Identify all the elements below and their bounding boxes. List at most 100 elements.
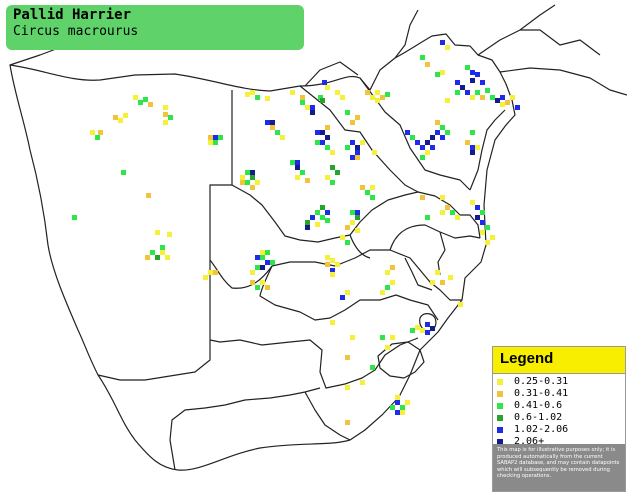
record-cell — [390, 335, 395, 340]
border — [437, 231, 446, 276]
record-cell — [410, 135, 415, 140]
border — [349, 191, 481, 239]
record-cell — [330, 150, 335, 155]
record-cell — [420, 328, 425, 333]
record-cell — [318, 95, 323, 100]
record-cell — [385, 345, 390, 350]
record-cell — [370, 95, 375, 100]
record-cell — [325, 135, 330, 140]
border — [209, 249, 462, 301]
record-cell — [495, 98, 500, 103]
record-cell — [325, 210, 330, 215]
record-cell — [390, 265, 395, 270]
record-cell — [420, 155, 425, 160]
record-cell — [340, 95, 345, 100]
record-cell — [250, 90, 255, 95]
record-cell — [405, 400, 410, 405]
border — [304, 391, 351, 441]
record-cell — [375, 98, 380, 103]
record-cell — [240, 175, 245, 180]
record-cell — [400, 405, 405, 410]
record-cell — [345, 420, 350, 425]
record-cell — [385, 92, 390, 97]
record-cell — [330, 272, 335, 277]
record-cell — [345, 110, 350, 115]
record-cell — [425, 150, 430, 155]
record-cell — [345, 385, 350, 390]
record-cell — [395, 395, 400, 400]
record-cell — [315, 210, 320, 215]
record-cell — [148, 102, 153, 107]
record-cell — [450, 210, 455, 215]
record-cell — [355, 228, 360, 233]
record-cell — [460, 85, 465, 90]
record-cell — [350, 120, 355, 125]
record-cell — [250, 270, 255, 275]
record-cell — [360, 185, 365, 190]
record-cell — [325, 218, 330, 223]
record-cell — [118, 118, 123, 123]
record-cell — [505, 100, 510, 105]
record-cell — [430, 145, 435, 150]
record-cell — [208, 140, 213, 145]
record-cell — [113, 115, 118, 120]
record-cell — [340, 295, 345, 300]
record-cell — [163, 120, 168, 125]
record-cell — [425, 322, 430, 327]
record-cell — [435, 72, 440, 77]
record-cell — [515, 105, 520, 110]
record-cell — [415, 140, 420, 145]
record-cell — [465, 140, 470, 145]
record-cell — [345, 145, 350, 150]
record-cell — [475, 215, 480, 220]
border — [404, 257, 433, 291]
border — [209, 337, 419, 389]
record-cell — [146, 193, 151, 198]
record-cell — [355, 210, 360, 215]
record-cell — [395, 400, 400, 405]
record-cell — [430, 280, 435, 285]
record-cell — [500, 95, 505, 100]
record-cell — [380, 290, 385, 295]
record-cell — [260, 280, 265, 285]
record-cell — [355, 155, 360, 160]
record-cell — [150, 250, 155, 255]
legend-swatch — [497, 427, 503, 433]
record-cell — [380, 95, 385, 100]
record-cell — [255, 95, 260, 100]
record-cell — [425, 330, 430, 335]
record-cell — [430, 135, 435, 140]
record-cell — [480, 80, 485, 85]
record-cell — [260, 250, 265, 255]
record-cell — [435, 120, 440, 125]
record-cell — [425, 215, 430, 220]
record-cell — [420, 145, 425, 150]
record-cell — [320, 215, 325, 220]
border — [231, 184, 351, 243]
record-cell — [440, 70, 445, 75]
record-cell — [455, 80, 460, 85]
record-cell — [260, 265, 265, 270]
record-cell — [310, 110, 315, 115]
legend-label: 1.02-2.06 — [514, 424, 569, 435]
record-cell — [208, 270, 213, 275]
record-cell — [510, 95, 515, 100]
record-cell — [90, 130, 95, 135]
record-cell — [265, 96, 270, 101]
record-cell — [360, 380, 365, 385]
record-cell — [320, 205, 325, 210]
record-cell — [445, 45, 450, 50]
record-cell — [435, 270, 440, 275]
record-cell — [445, 130, 450, 135]
legend-label: 0.31-0.41 — [514, 388, 569, 399]
record-cell — [295, 160, 300, 165]
record-cell — [320, 140, 325, 145]
record-cell — [208, 135, 213, 140]
record-cell — [370, 195, 375, 200]
record-cell — [265, 120, 270, 125]
record-cell — [335, 262, 340, 267]
record-cell — [355, 215, 360, 220]
record-cell — [470, 130, 475, 135]
record-cell — [300, 95, 305, 100]
record-cell — [335, 90, 340, 95]
